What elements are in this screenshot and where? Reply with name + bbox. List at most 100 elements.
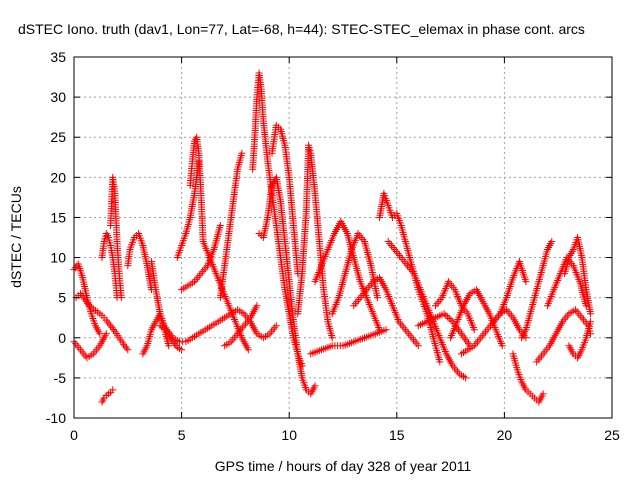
- data-point-trail: [510, 316, 522, 332]
- data-point-trail: [78, 292, 87, 301]
- data-point-trail: [551, 272, 563, 291]
- data-point-trail: [377, 276, 389, 292]
- plot-frame: [73, 56, 613, 419]
- x-tick-label: 10: [281, 427, 297, 443]
- data-point-trail: [234, 152, 245, 171]
- data-point-trail: [545, 240, 555, 252]
- data-point-trail: [257, 87, 267, 123]
- data-series: [490, 258, 530, 326]
- data-point-trail: [325, 320, 336, 339]
- data-point-trail: [364, 296, 376, 315]
- data-point-trail: [230, 168, 241, 203]
- data-point: [124, 346, 132, 354]
- data-point-trail: [553, 320, 565, 336]
- data-point-trail: [277, 256, 289, 291]
- data-point-trail: [364, 280, 376, 292]
- data-point-trail: [285, 176, 297, 227]
- data-point-trail: [174, 244, 185, 259]
- data-point: [548, 238, 556, 246]
- data-point-trail: [527, 296, 538, 315]
- data-point-trail: [206, 256, 219, 275]
- data-point-trail: [461, 292, 473, 308]
- data-point-trail: [536, 392, 546, 404]
- data-point-trail: [583, 320, 594, 339]
- data-point-trail: [373, 327, 388, 337]
- x-tick-label: 25: [604, 427, 620, 443]
- data-point-trail: [236, 307, 246, 316]
- data-point-trail: [466, 343, 476, 352]
- data-point: [272, 322, 280, 330]
- data-point-trail: [398, 224, 409, 243]
- data-series: [414, 310, 474, 350]
- data-series: [518, 238, 556, 342]
- data-point-trail: [178, 232, 189, 247]
- data-point-trail: [294, 272, 306, 315]
- data-point-trail: [446, 280, 457, 292]
- data-point-trail: [85, 351, 95, 360]
- y-tick-label: 15: [50, 209, 66, 225]
- data-point-trail: [75, 262, 86, 279]
- data-point-trail: [541, 344, 552, 356]
- data-point-trail: [149, 320, 159, 332]
- data-series: [70, 330, 110, 362]
- data-point-trail: [573, 308, 584, 320]
- data-series: [328, 229, 381, 318]
- data-point-trail: [302, 143, 312, 211]
- data-point-trail: [148, 260, 159, 291]
- data-point-trail: [290, 224, 302, 275]
- data-point-trail: [519, 380, 529, 392]
- data-point-trail: [199, 264, 210, 276]
- data-point-trail: [158, 323, 168, 332]
- data-point-trail: [281, 288, 293, 316]
- data-point-trail: [268, 124, 280, 155]
- data-point-trail: [112, 329, 122, 340]
- data-point-trail: [510, 352, 521, 372]
- data-point-trail: [248, 304, 260, 320]
- data-point-trail: [579, 336, 589, 351]
- data-point-trail: [251, 95, 261, 139]
- data-point: [440, 310, 448, 318]
- data-series: [311, 217, 384, 334]
- data-point-trail: [450, 364, 462, 376]
- data-point-trail: [242, 316, 253, 328]
- data-point-trail: [561, 256, 572, 275]
- data-point-trail: [570, 264, 583, 283]
- data-point-trail: [152, 288, 164, 316]
- data-point-trail: [88, 312, 99, 327]
- data-point-trail: [107, 200, 116, 227]
- data-point: [253, 302, 261, 310]
- data-point-trail: [318, 248, 331, 267]
- data-point-trail: [97, 332, 109, 348]
- data-point-trail: [370, 312, 383, 331]
- data-point-trail: [78, 348, 89, 360]
- data-point-trail: [478, 328, 490, 340]
- data-point-trail: [491, 312, 502, 324]
- data-point-trail: [153, 312, 163, 324]
- data-point-trail: [342, 248, 355, 275]
- data-point-trail: [320, 343, 334, 353]
- data-point: [382, 326, 390, 334]
- data-point-trail: [514, 368, 525, 383]
- data-point-trail: [312, 264, 325, 283]
- data-series: [98, 386, 117, 406]
- data-point-trail: [383, 288, 396, 307]
- data-point-trail: [338, 219, 350, 235]
- data-point-trail: [108, 324, 117, 333]
- data-series: [255, 173, 319, 398]
- data-point-trail: [307, 151, 319, 195]
- data-point: [178, 346, 186, 354]
- data-point-trail: [229, 332, 240, 344]
- data-point-trail: [405, 264, 416, 276]
- data-point-trail: [465, 312, 477, 331]
- x-tick-label: 5: [178, 427, 186, 443]
- data-point-trail: [191, 160, 203, 195]
- data-point-trail: [197, 192, 207, 243]
- data-point-trail: [191, 331, 201, 340]
- data-point-trail: [101, 232, 110, 243]
- data-point-trail: [239, 336, 251, 352]
- data-point-trail: [221, 232, 233, 267]
- data-point: [498, 342, 506, 350]
- data-series: [124, 229, 155, 294]
- data-point-trail: [235, 324, 246, 336]
